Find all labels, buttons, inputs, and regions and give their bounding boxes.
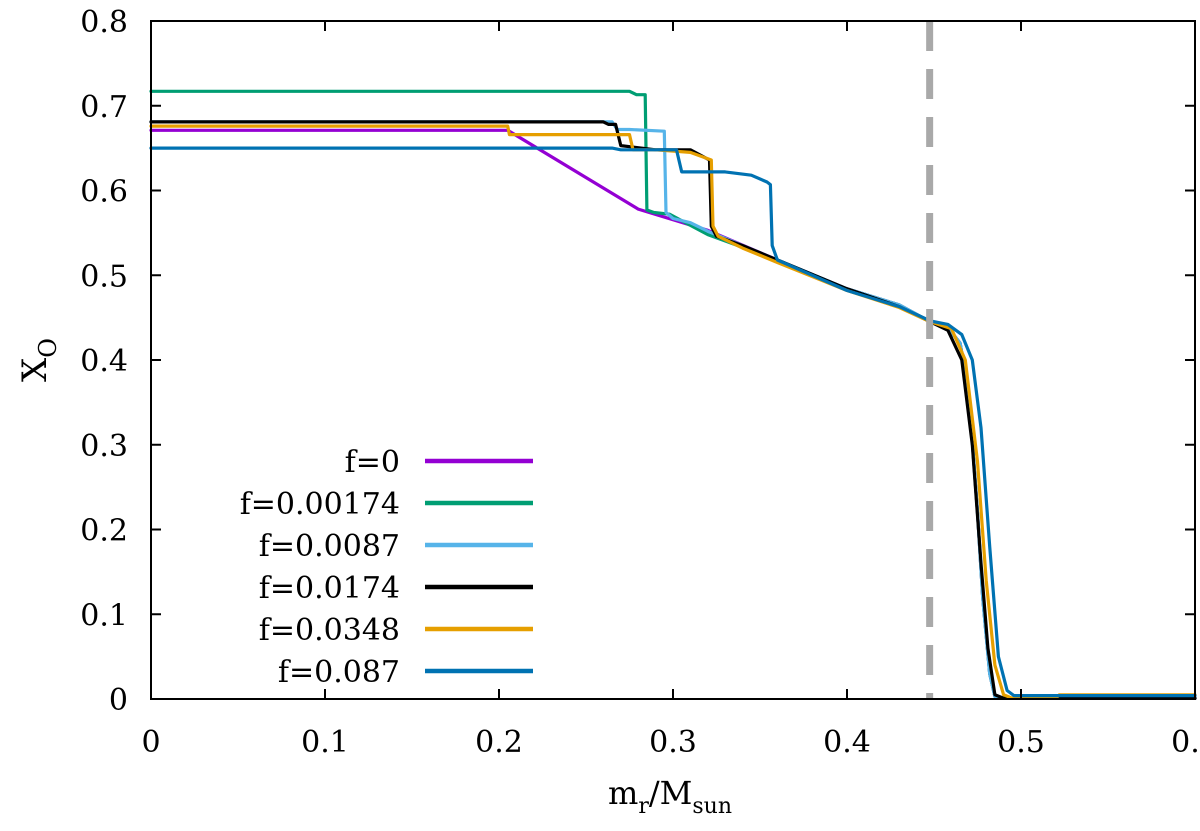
x-tick-label: 0.3 <box>649 725 697 760</box>
svg-text:mr/Msun: mr/Msun <box>608 774 732 819</box>
y-tick-label: 0.4 <box>80 344 128 379</box>
y-tick-label: 0.6 <box>80 175 128 210</box>
x-axis-label-sub1: r <box>638 794 649 819</box>
plot-area <box>151 21 1195 699</box>
y-tick-label: 0.5 <box>80 259 128 294</box>
series-layer <box>149 89 1197 700</box>
ticks-layer <box>150 20 1196 700</box>
y-axis-label-main: X <box>15 357 55 382</box>
x-tick-label: 0.4 <box>823 725 871 760</box>
y-axis-title: XO <box>15 338 62 382</box>
y-tick-label: 0.7 <box>80 90 128 125</box>
y-tick-label: 0 <box>109 683 128 718</box>
tick-labels-layer: 0 0.1 0.2 0.3 0.4 0.5 0.6 0 0.1 0.2 0.3 0.4 0.5 0.6 0.… <box>80 5 1200 760</box>
svg-text:XO: XO <box>15 338 62 382</box>
x-tick-label: 0.1 <box>301 725 349 760</box>
legend-label-3: f=0.0174 <box>259 571 400 606</box>
legend-label-5: f=0.087 <box>278 655 400 690</box>
legend-label-2: f=0.0087 <box>259 529 400 564</box>
x-axis-label-sub2: sun <box>692 794 732 819</box>
y-tick-label: 0.3 <box>80 429 128 464</box>
series-line-5 <box>149 146 1197 698</box>
x-tick-label: 0.6 <box>1171 725 1200 760</box>
x-tick-label: 0 <box>141 725 160 760</box>
x-axis-label-mid: /M <box>649 774 693 812</box>
y-tick-label: 0.1 <box>80 598 128 633</box>
legend-label-0: f=0 <box>345 445 400 480</box>
legend-label-4: f=0.0348 <box>259 613 400 648</box>
y-axis-label-sub: O <box>34 338 62 358</box>
x-tick-label: 0.5 <box>997 725 1045 760</box>
y-tick-label: 0.2 <box>80 514 128 549</box>
x-axis-title: mr/Msun <box>608 774 732 819</box>
legend: f=0 f=0.00174 f=0.0087 f=0.0174 f=0.0348 f=0.… <box>240 445 533 690</box>
y-tick-label: 0.8 <box>80 5 128 40</box>
legend-label-1: f=0.00174 <box>240 487 400 522</box>
x-tick-label: 0.2 <box>475 725 523 760</box>
x-axis-label-main: m <box>608 774 638 812</box>
